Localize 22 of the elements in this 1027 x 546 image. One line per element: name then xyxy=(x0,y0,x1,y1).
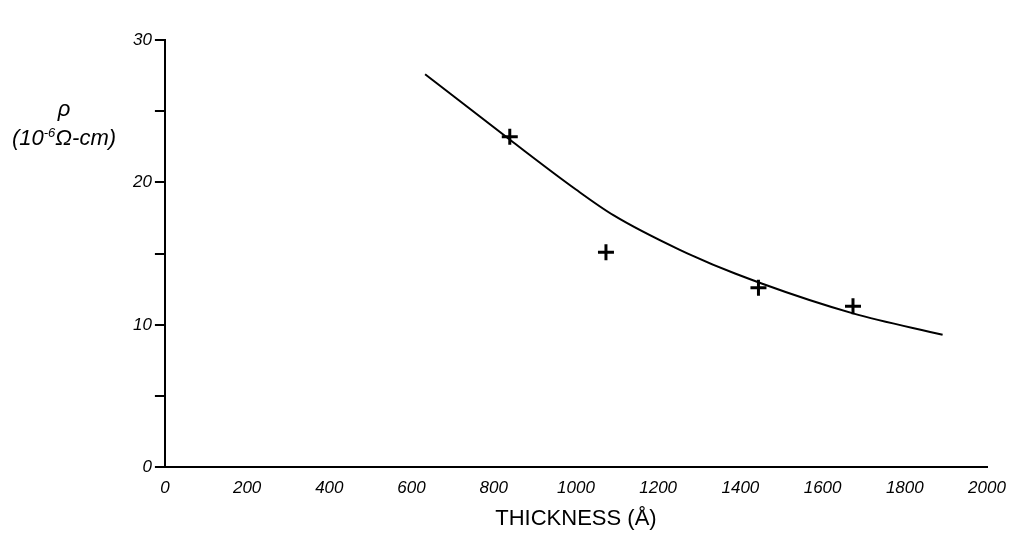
x-tick-label: 2000 xyxy=(967,478,1007,498)
x-tick-label: 1400 xyxy=(721,478,760,498)
y-tick-label: 10 xyxy=(132,314,153,334)
x-tick-label: 200 xyxy=(231,478,262,498)
y-tick-label: 20 xyxy=(131,172,153,192)
x-tick-label: 800 xyxy=(479,478,509,498)
point xyxy=(748,278,768,298)
x-tick-label: 1600 xyxy=(803,478,843,498)
y-axis-title: ρ (10$^{-6}$Ω-cm) xyxy=(10,95,118,152)
x-tick-label: 0 xyxy=(160,478,171,498)
y-tick-label: 30 xyxy=(132,29,153,49)
point xyxy=(500,127,520,147)
x-tick-label: 400 xyxy=(315,478,345,498)
x-axis-title: THICKNESS (Å) xyxy=(495,504,657,530)
line-series xyxy=(424,73,944,336)
point xyxy=(596,242,616,262)
y-tick-label: 0 xyxy=(142,456,153,476)
point xyxy=(843,296,863,316)
x-tick-label: 600 xyxy=(397,478,427,498)
x-tick-label: 1200 xyxy=(639,478,678,498)
x-tick-label: 1000 xyxy=(557,478,596,498)
x-tick-label: 1800 xyxy=(885,478,925,498)
